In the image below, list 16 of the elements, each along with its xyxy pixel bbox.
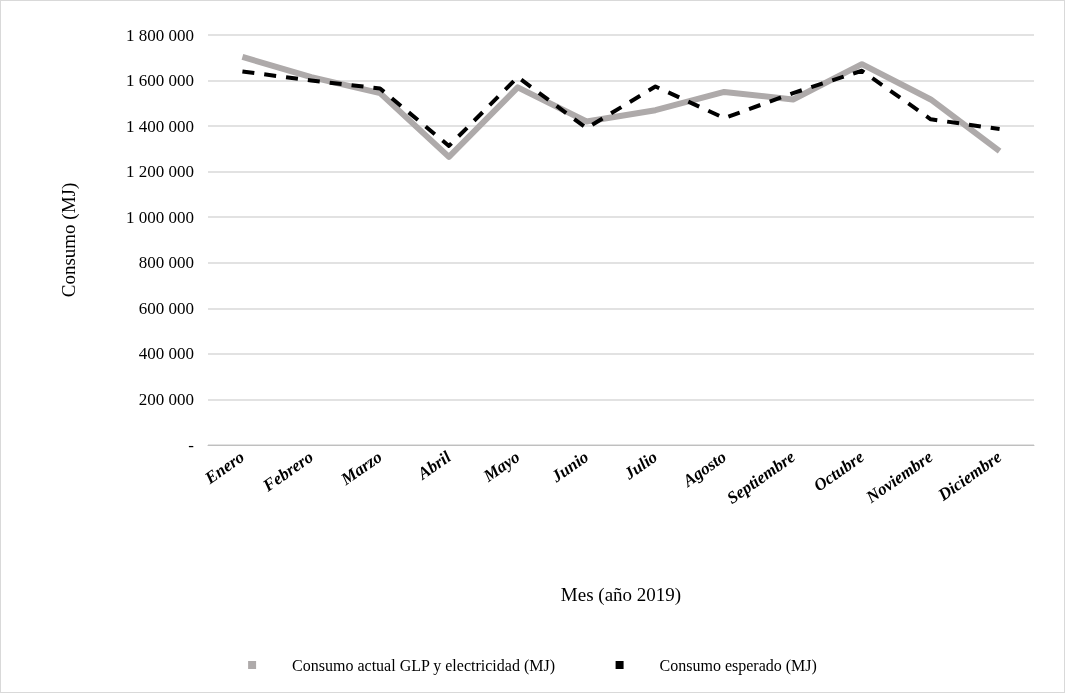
y-tick-label: 200 000 [138, 389, 194, 409]
line-series [240, 68, 1002, 148]
y-axis-title: Consumo (MJ) [58, 182, 80, 298]
y-tick-label: 1 000 000 [126, 207, 194, 227]
y-tick-label: 400 000 [138, 344, 194, 364]
y-tick-label: 1 200 000 [126, 162, 194, 182]
y-tick-label: 1 600 000 [126, 71, 194, 91]
legend-label: Consumo esperado (MJ) [659, 656, 817, 675]
legend-label: Consumo actual GLP y electricidad (MJ) [292, 656, 555, 675]
y-tick-label: 1 400 000 [126, 116, 194, 136]
x-axis-title: Mes (año 2019) [560, 584, 682, 606]
y-tick-label: 800 000 [138, 253, 194, 273]
x-tick-label: Julio [619, 447, 661, 484]
y-tick-label: - [188, 435, 195, 455]
y-tick-label: 1 800 000 [126, 25, 194, 45]
y-tick-label: 600 000 [138, 298, 194, 318]
